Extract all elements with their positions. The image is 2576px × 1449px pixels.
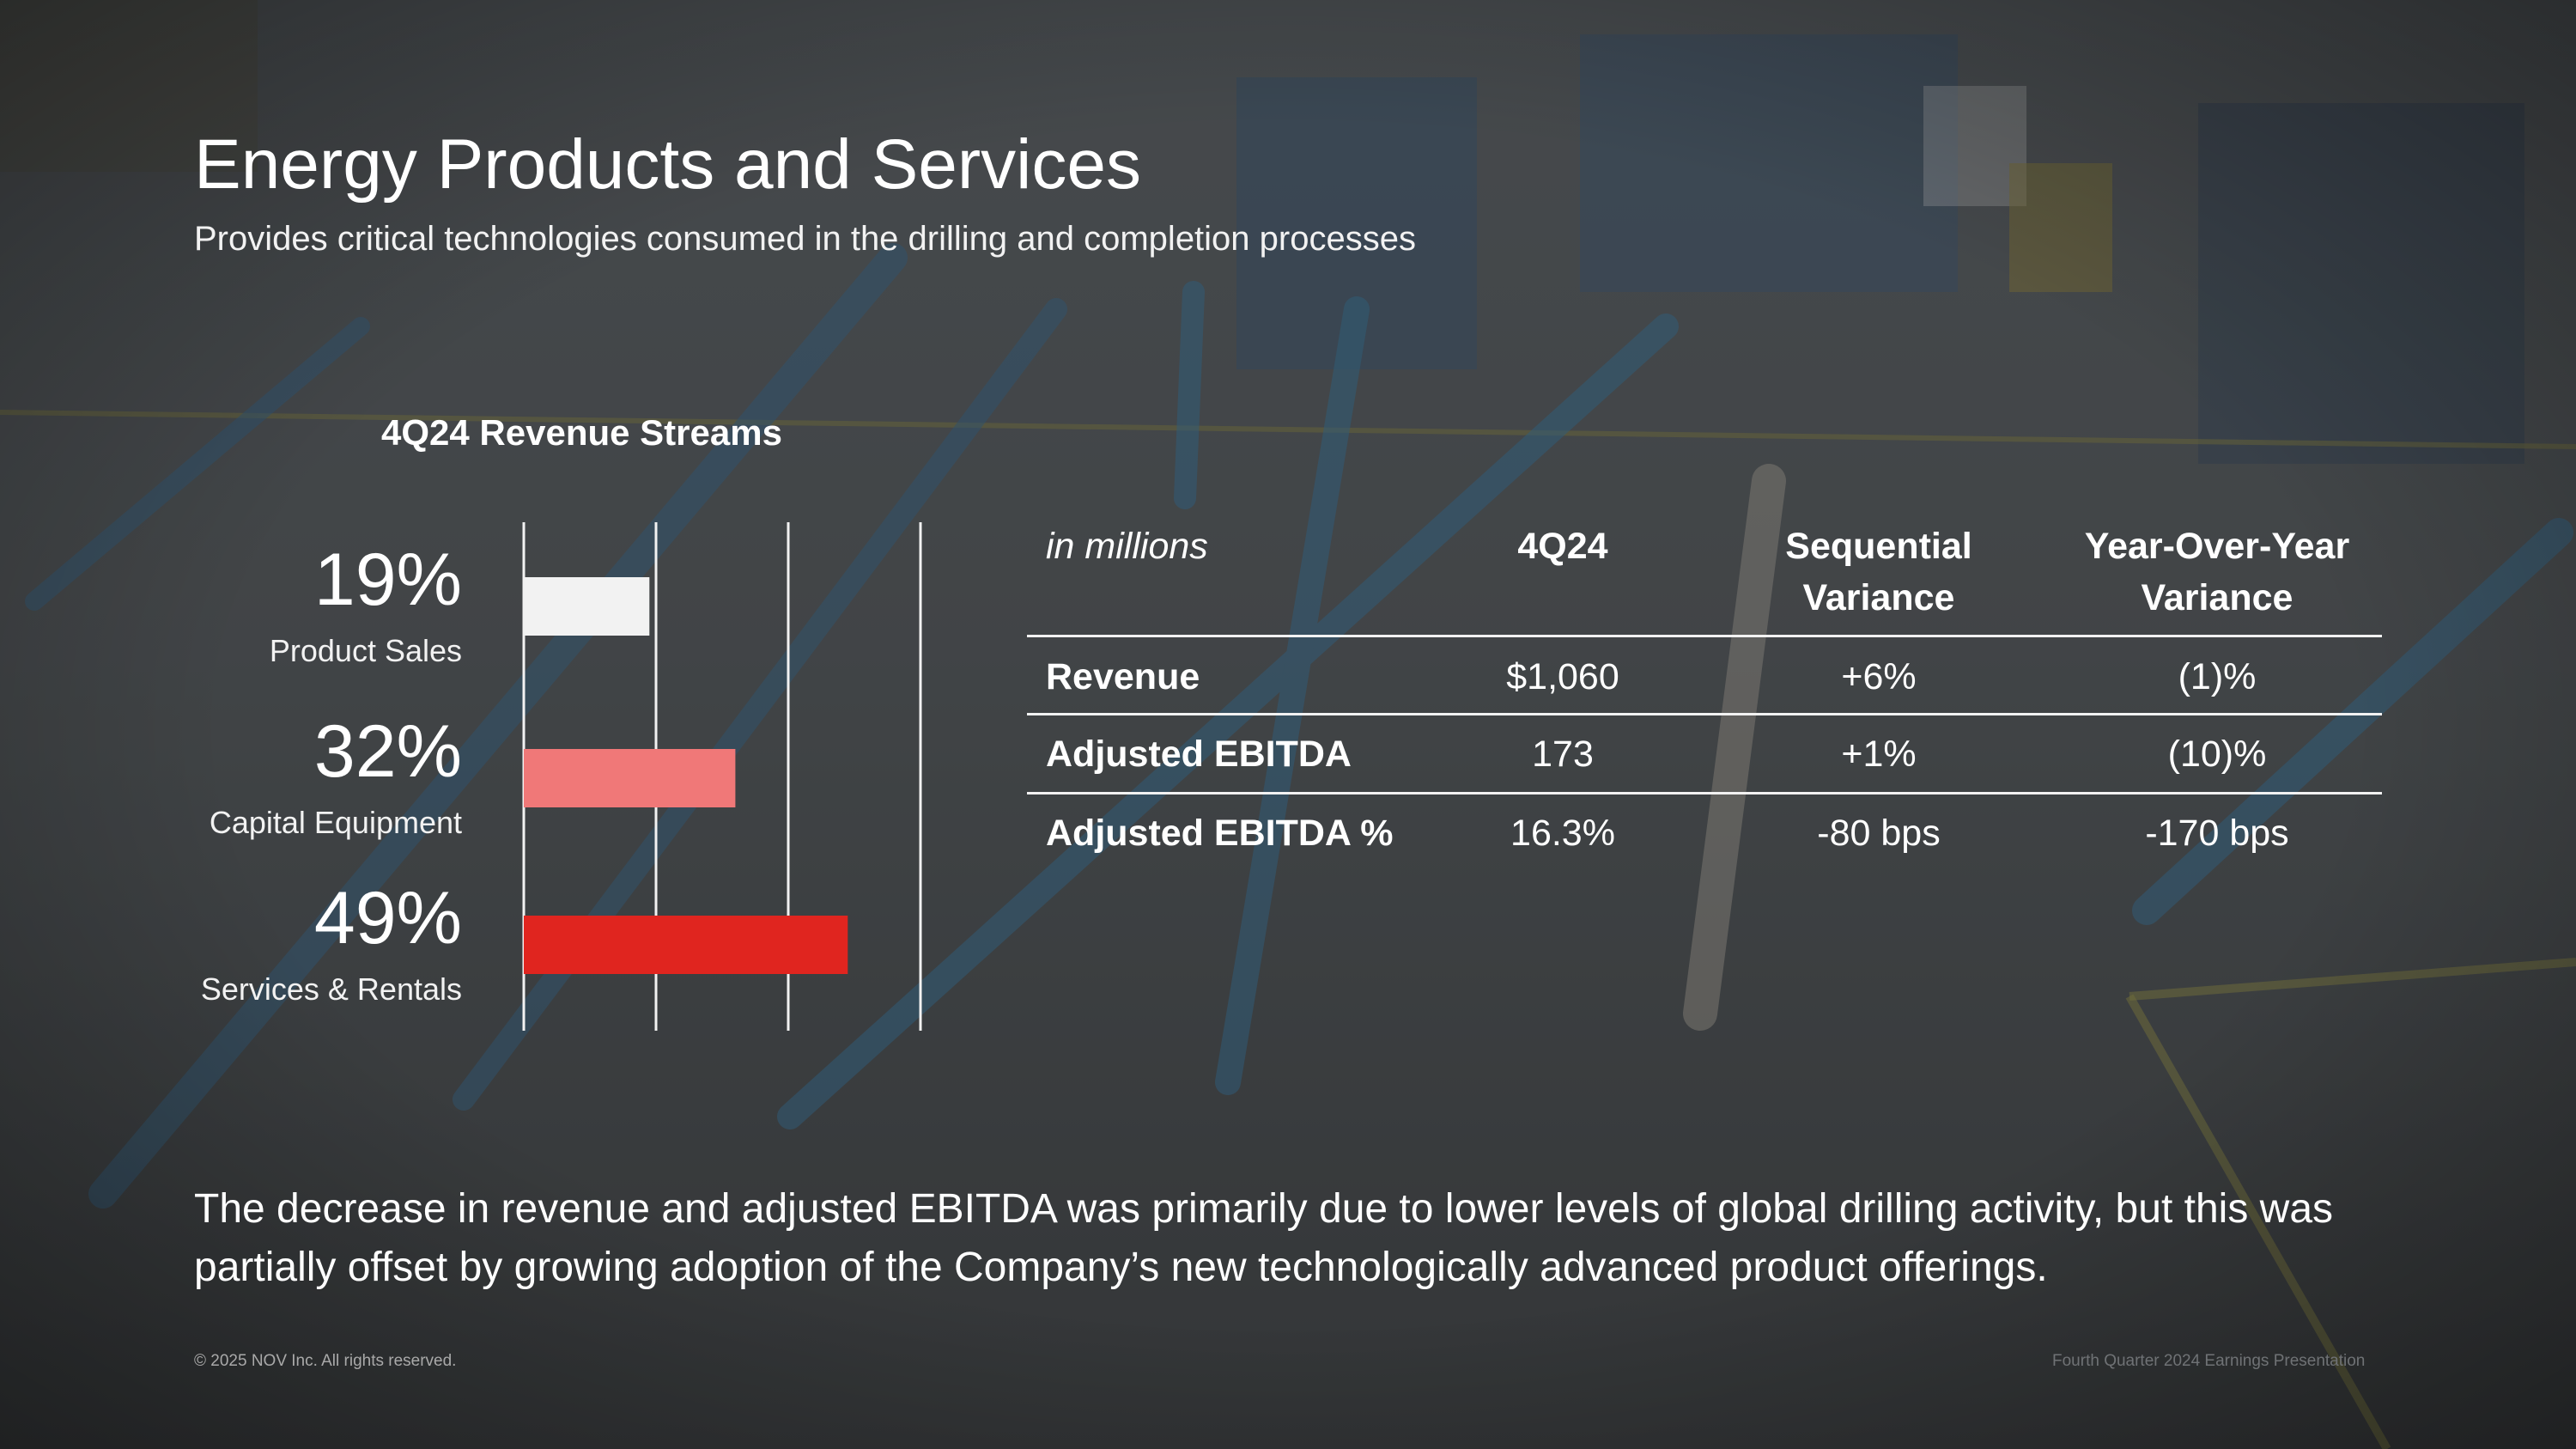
footer-presentation-label: Fourth Quarter 2024 Earnings Presentatio… bbox=[2052, 1352, 2366, 1370]
table-header-1-line-0: Sequential bbox=[1785, 526, 1972, 567]
chart-value-label-1: 32% bbox=[314, 710, 462, 793]
table-rule-1 bbox=[1027, 713, 2382, 715]
table-cell-2-0: 16.3% bbox=[1510, 813, 1615, 854]
table-cell-1-2: (10)% bbox=[2167, 734, 2267, 775]
revenue-streams-chart: 19% Product Sales 32% Capital Equipment 49% S… bbox=[201, 522, 922, 1031]
chart-bar-0 bbox=[524, 577, 650, 636]
chart-value-label-2: 49% bbox=[314, 877, 462, 959]
chart-category-label-0: Product Sales bbox=[270, 633, 462, 668]
copyright-text: © 2025 NOV Inc. All rights reserved. bbox=[194, 1352, 457, 1370]
table-cell-1-0: 173 bbox=[1532, 734, 1594, 775]
chart-title: 4Q24 Revenue Streams bbox=[381, 412, 782, 453]
table-cell-2-1: -80 bps bbox=[1817, 813, 1941, 854]
table-header-2-line-0: Year-Over-Year bbox=[2084, 526, 2350, 567]
table-cell-0-2: (1)% bbox=[2178, 656, 2257, 697]
table-cell-1-1: +1% bbox=[1841, 734, 1917, 775]
table-cell-2-2: -170 bps bbox=[2145, 813, 2289, 854]
table-cell-0-0: $1,060 bbox=[1506, 656, 1619, 697]
table-unit-label: in millions bbox=[1046, 526, 1208, 567]
chart-value-label-0: 19% bbox=[314, 539, 462, 621]
table-header-1-line-1: Variance bbox=[1802, 577, 1955, 618]
table-cell-0-1: +6% bbox=[1841, 656, 1917, 697]
table-row-label-1: Adjusted EBITDA bbox=[1046, 734, 1352, 775]
chart-category-label-1: Capital Equipment bbox=[210, 805, 462, 840]
chart-category-label-2: Services & Rentals bbox=[201, 971, 462, 1007]
table-rule-2 bbox=[1027, 792, 2382, 795]
chart-bar-1 bbox=[524, 749, 736, 807]
table-row-label-2: Adjusted EBITDA % bbox=[1046, 813, 1394, 854]
page-subtitle: Provides critical technologies consumed … bbox=[194, 220, 1416, 258]
table-header-0-line-0: 4Q24 bbox=[1517, 526, 1608, 567]
table-row-label-0: Revenue bbox=[1046, 656, 1200, 697]
commentary-text: The decrease in revenue and adjusted EBI… bbox=[194, 1186, 2334, 1290]
page-title: Energy Products and Services bbox=[194, 125, 1141, 204]
table-rule-0 bbox=[1027, 635, 2382, 637]
chart-bar-2 bbox=[524, 916, 848, 974]
table-header-2-line-1: Variance bbox=[2141, 577, 2293, 618]
